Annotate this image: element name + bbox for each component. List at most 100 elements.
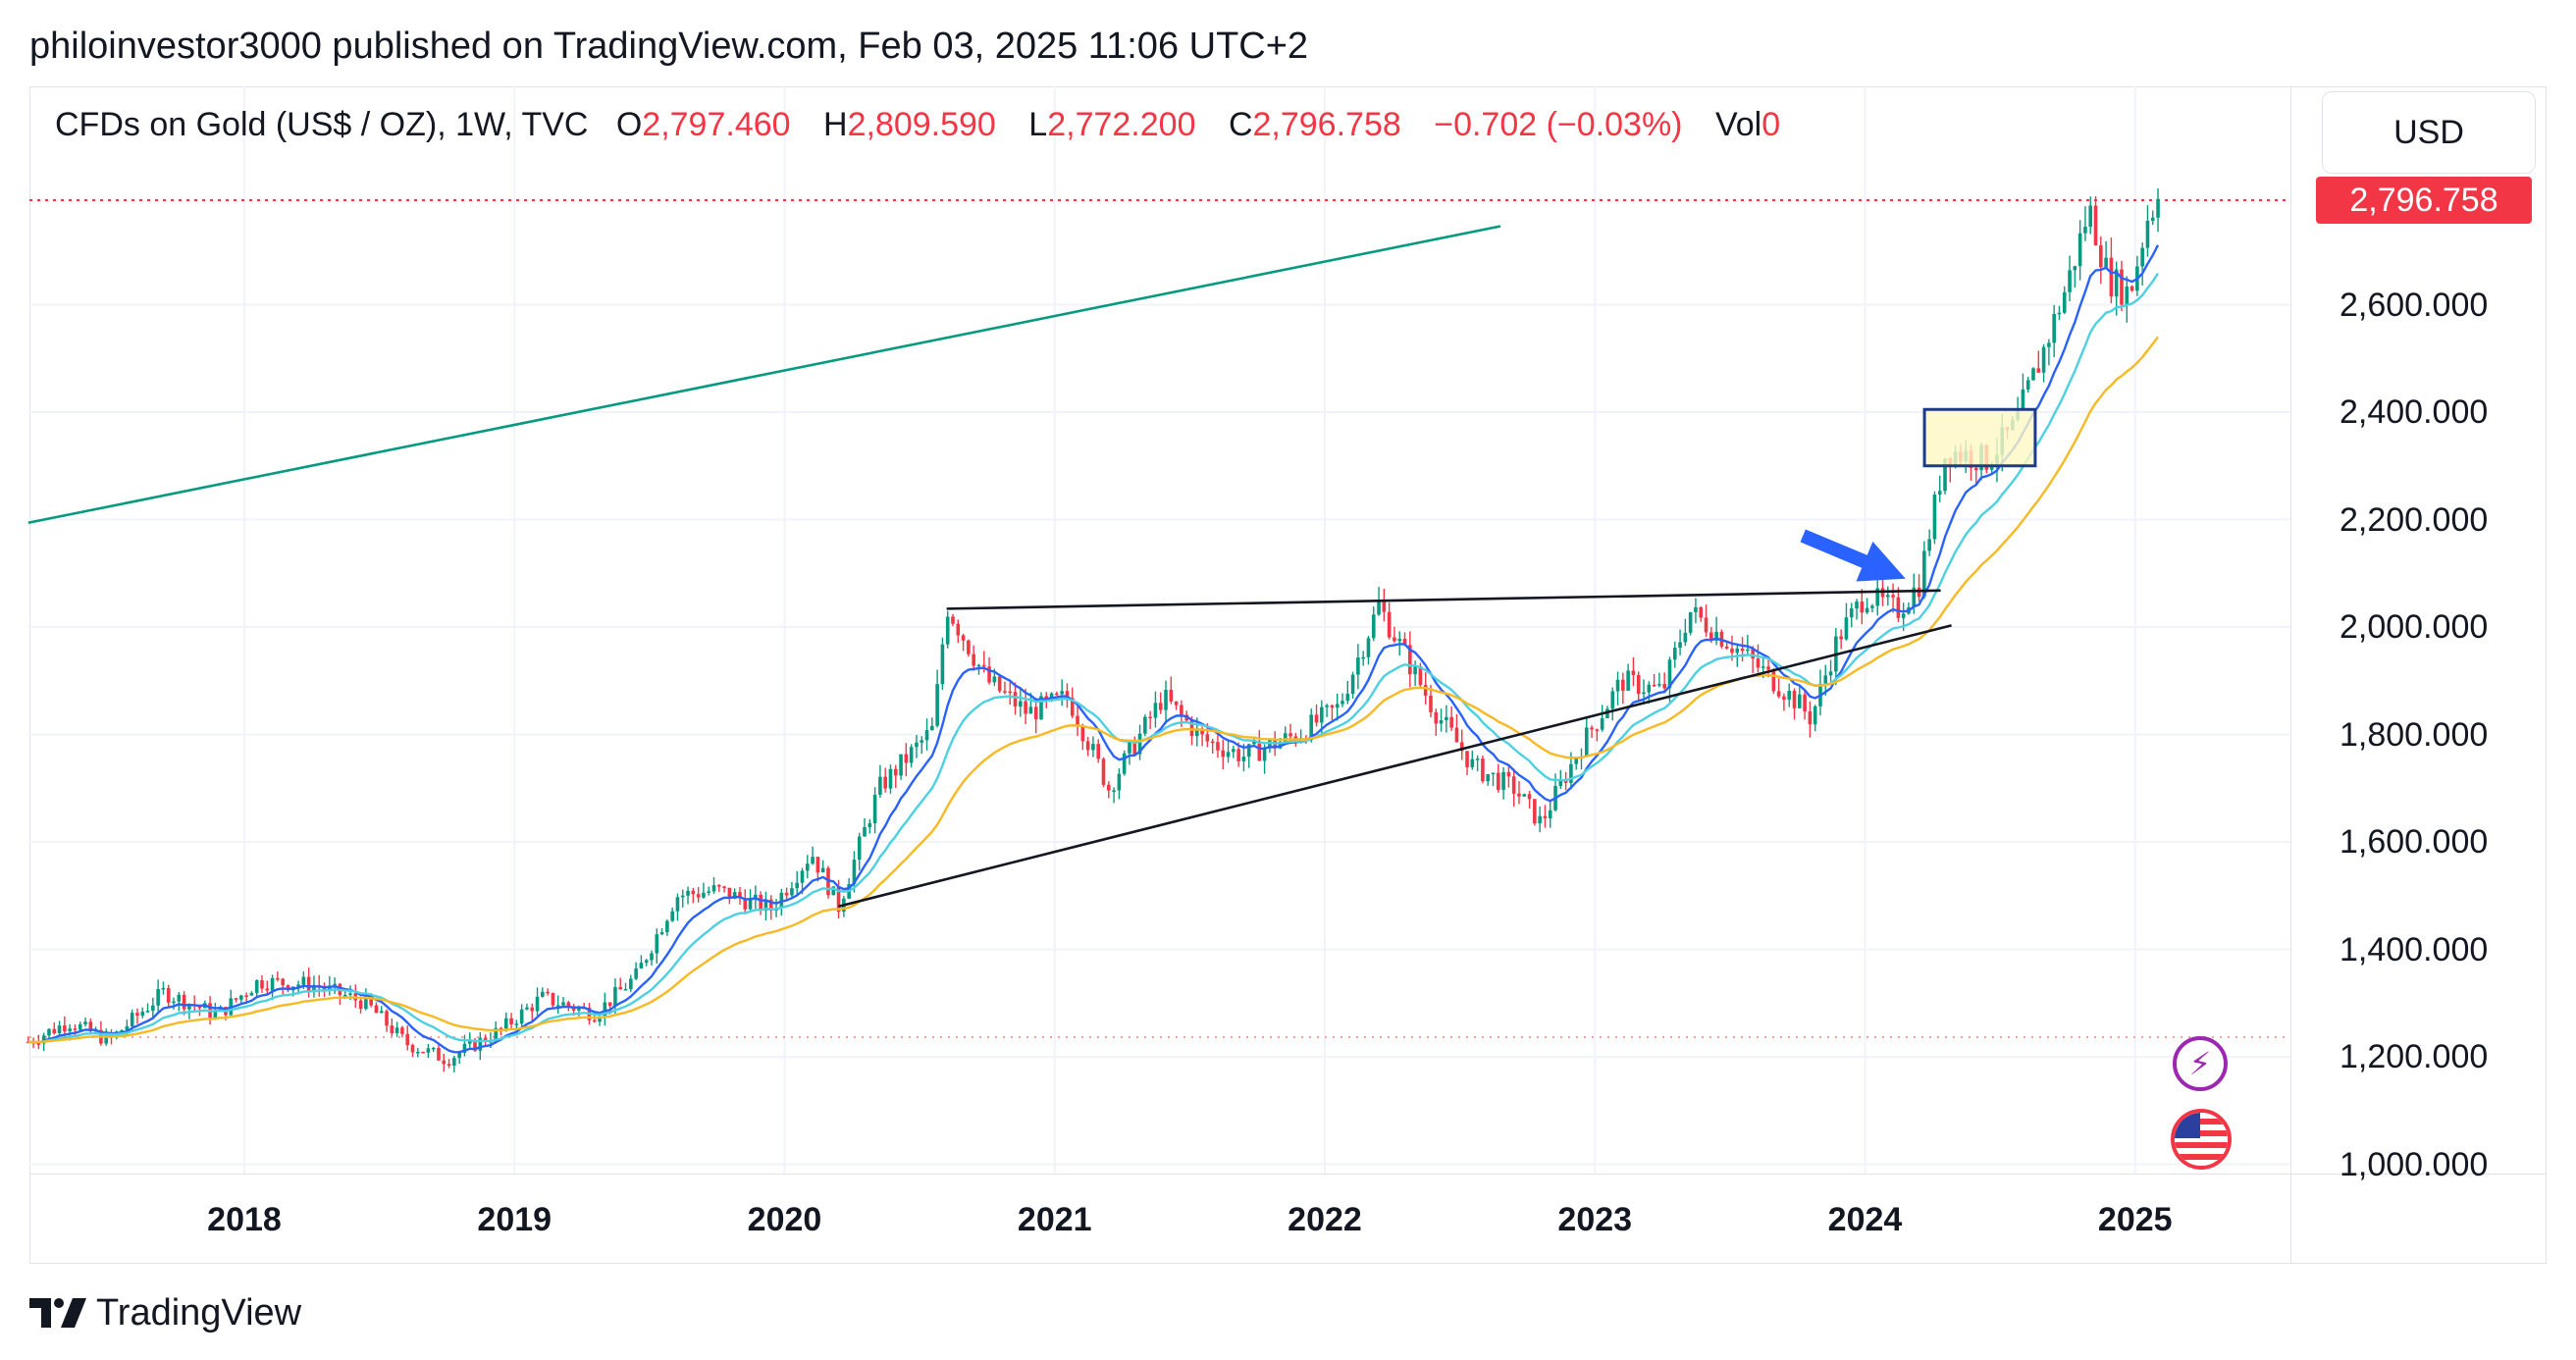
candle-body bbox=[680, 895, 685, 898]
candle-body bbox=[83, 1021, 87, 1024]
resistance-line bbox=[946, 589, 1941, 610]
candle-body bbox=[2073, 266, 2077, 271]
grid bbox=[29, 86, 2290, 1174]
candle-body bbox=[2104, 257, 2108, 268]
candle-body bbox=[1189, 720, 1194, 737]
lightning-icon[interactable]: ⚡︎ bbox=[2173, 1036, 2228, 1091]
candle-body bbox=[992, 676, 997, 683]
candle-body bbox=[566, 1002, 571, 1007]
candle-body bbox=[711, 885, 716, 892]
candle-body bbox=[2052, 313, 2056, 343]
candle-body bbox=[254, 980, 259, 993]
candle-body bbox=[888, 768, 893, 789]
ema-mid-line bbox=[27, 273, 2160, 1044]
candle-body bbox=[1445, 716, 1448, 721]
candle-body bbox=[603, 1002, 607, 1018]
candle-body bbox=[1080, 726, 1085, 742]
candle-body bbox=[659, 932, 664, 935]
candle-body bbox=[2031, 368, 2035, 381]
us-flag-icon[interactable] bbox=[2171, 1109, 2232, 1170]
candle-body bbox=[1325, 705, 1329, 707]
candle-body bbox=[1694, 606, 1698, 612]
y-tick-label: 2,000.000 bbox=[2339, 608, 2489, 646]
annotations[interactable] bbox=[27, 225, 2037, 908]
y-tick-label: 1,400.000 bbox=[2339, 930, 2489, 968]
candle-body bbox=[156, 988, 160, 1006]
candle-body bbox=[1533, 799, 1537, 824]
candle-body bbox=[1449, 716, 1453, 728]
candle-body bbox=[1397, 638, 1402, 642]
candle-body bbox=[1808, 710, 1813, 725]
candle-body bbox=[836, 886, 841, 913]
candle-body bbox=[1548, 810, 1552, 818]
candle-body bbox=[1855, 602, 1859, 609]
candle-body bbox=[1268, 739, 1272, 749]
candle-body bbox=[1569, 763, 1573, 783]
candle-body bbox=[1101, 758, 1106, 785]
candle-body bbox=[1137, 733, 1142, 755]
candle-body bbox=[2036, 368, 2041, 373]
candle-body bbox=[57, 1025, 62, 1034]
candle-body bbox=[140, 1012, 145, 1017]
candle-body bbox=[1865, 607, 1869, 613]
candle-body bbox=[1459, 742, 1464, 752]
candle-body bbox=[301, 976, 306, 985]
candle-body bbox=[1019, 701, 1023, 707]
candle-body bbox=[665, 920, 669, 933]
candle-body bbox=[1039, 696, 1043, 720]
candle-body bbox=[213, 1011, 218, 1019]
candle-body bbox=[655, 934, 659, 954]
candle-body bbox=[1241, 757, 1246, 761]
candle-body bbox=[364, 994, 368, 1010]
candle-body bbox=[519, 1009, 524, 1024]
candle-body bbox=[878, 776, 882, 795]
y-tick-label: 1,600.000 bbox=[2339, 823, 2489, 861]
candle-body bbox=[1875, 588, 1880, 606]
candle-body bbox=[872, 794, 877, 824]
candle-body bbox=[1631, 670, 1636, 676]
candle-body bbox=[1107, 784, 1111, 791]
candle-body bbox=[1060, 691, 1064, 695]
candle-body bbox=[52, 1028, 57, 1034]
candle-body bbox=[732, 892, 737, 899]
candle-body bbox=[670, 911, 674, 921]
candle-body bbox=[1439, 720, 1444, 724]
candle-body bbox=[987, 666, 991, 683]
tradingview-logo[interactable]: TradingView bbox=[29, 1291, 301, 1334]
candle-body bbox=[2145, 220, 2150, 248]
moving-averages bbox=[27, 244, 2160, 1054]
candle-body bbox=[598, 1017, 602, 1022]
candle-body bbox=[1055, 693, 1059, 696]
candle-body bbox=[145, 1010, 150, 1013]
candle-body bbox=[1341, 701, 1344, 705]
y-tick-label: 2,200.000 bbox=[2339, 500, 2489, 539]
candle-body bbox=[1527, 794, 1532, 800]
ohlc-legend: CFDs on Gold (US$ / OZ), 1W, TVC O2,797.… bbox=[55, 102, 1804, 147]
candle-body bbox=[2120, 269, 2124, 305]
candle-body bbox=[1927, 539, 1931, 551]
candle-body bbox=[940, 644, 945, 685]
legend-close-value: 2,796.758 bbox=[1252, 106, 1401, 143]
candle-body bbox=[1226, 752, 1231, 758]
candle-body bbox=[385, 1011, 389, 1026]
candle-body bbox=[1283, 733, 1288, 742]
currency-button[interactable]: USD bbox=[2322, 91, 2536, 174]
candle-body bbox=[1377, 602, 1381, 615]
candle-body bbox=[47, 1028, 51, 1036]
candle-body bbox=[281, 978, 285, 986]
candle-body bbox=[1543, 815, 1548, 818]
candle-body bbox=[686, 890, 690, 896]
candle-body bbox=[1626, 670, 1630, 691]
candle-body bbox=[826, 867, 830, 896]
legend-open-label: O bbox=[615, 106, 643, 143]
candle-body bbox=[1096, 744, 1101, 759]
candle-body bbox=[1828, 671, 1833, 676]
candle-body bbox=[1647, 684, 1652, 693]
candle-body bbox=[306, 976, 311, 991]
candle-body bbox=[1756, 658, 1761, 668]
candle-body bbox=[1434, 711, 1439, 724]
candle-body bbox=[1335, 704, 1340, 708]
y-tick-label: 1,800.000 bbox=[2339, 715, 2489, 754]
candle-body bbox=[1615, 679, 1620, 692]
